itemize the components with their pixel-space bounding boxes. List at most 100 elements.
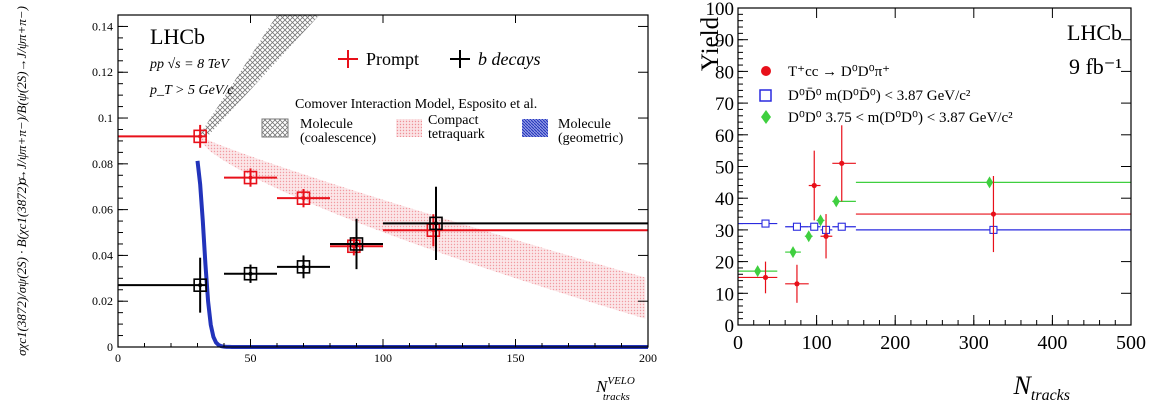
x-axis-label: NVELO tracks (595, 375, 635, 403)
y-tick-label: 0.06 (92, 203, 113, 217)
legend-marker-tcc (761, 66, 771, 76)
chart-chi-c1-ratio: 0 50 100 150 200 0 0.02 0.04 0.06 0.08 0.1 0.12 0.14… (14, 6, 657, 403)
legend-label-tetraquark: Compact tetraquark (428, 113, 485, 142)
data-point-center (248, 271, 253, 276)
x-tick-label: 200 (880, 332, 910, 354)
experiment-label: LHCb (150, 24, 205, 49)
data-point-center (351, 244, 356, 249)
band-molecule-geometric (195, 160, 648, 349)
data-point (429, 216, 443, 231)
data-point (761, 219, 770, 228)
y-axis-label-main: σχc1(3872)/σψ(2S) · B(χc1(3872)→J/ψπ+π−)… (14, 6, 29, 356)
legend-marker-b-decays (450, 50, 470, 68)
data-point (810, 222, 819, 231)
data-point (817, 214, 825, 227)
data-series (118, 124, 648, 313)
y-tick-label: 10 (715, 284, 734, 305)
y-tick-label: 60 (715, 126, 734, 147)
plot-frame (117, 14, 649, 348)
band-compact-tetraquark (200, 136, 646, 319)
data-point (296, 191, 311, 205)
y-tick-label: 0.12 (92, 65, 113, 79)
data-point-center (354, 241, 359, 246)
condition-pt: p_T > 5 GeV/c (149, 83, 234, 98)
legend-marker-prompt (338, 50, 358, 68)
y-tick-label: 50 (715, 158, 734, 179)
data-point (347, 239, 361, 254)
data-point-center (301, 264, 306, 269)
chart-tcc-yield: 0 100 200 300 400 500 0 10 20 30 40 50 60 70 80 90 100 L… (697, 0, 1146, 404)
y-tick-label: 80 (715, 62, 734, 83)
axis-ticks: 0 50 100 150 200 0 0.02 0.04 0.06 0.08 0.1 0.12 0.14 (92, 15, 657, 365)
y-tick-label: 70 (715, 94, 734, 115)
y-tick-label: 0.02 (92, 294, 113, 308)
experiment-label: LHCb (1067, 20, 1122, 45)
y-tick-label: 20 (715, 253, 734, 274)
y-tick-label: 0.14 (92, 19, 113, 33)
data-point (792, 222, 802, 231)
legend-marker-d0d0bar (759, 89, 772, 102)
data-point (243, 170, 258, 185)
legend-marker-d0d0 (761, 110, 771, 124)
data-point-center (301, 196, 306, 201)
y-tick-label: 0.1 (98, 111, 113, 125)
data-point (296, 260, 311, 274)
data-point (823, 233, 829, 239)
model-bands (195, 15, 648, 349)
legend-label-tcc: T⁺cc → D⁰D⁰π⁺ (788, 64, 890, 80)
x-axis-label: Ntracks (1013, 371, 1070, 404)
legend-label-d0d0: D⁰D⁰ 3.75 < m(D⁰D⁰) < 3.87 GeV/c² (788, 110, 1013, 126)
x-tick-label: 400 (1037, 332, 1067, 354)
y-tick-label: 0 (725, 316, 735, 337)
x-tick-label: 100 (802, 332, 832, 354)
x-tick-label: 500 (1116, 332, 1146, 354)
data-point-center (248, 175, 253, 180)
x-tick-label: 0 (733, 332, 743, 354)
y-tick-label: 30 (715, 221, 734, 242)
model-title: Comover Interaction Model, Esposito et a… (295, 97, 537, 112)
data-point (805, 230, 813, 243)
data-point (837, 222, 846, 231)
legend-swatch-coalescence (261, 118, 289, 138)
condition-energy: pp √s = 8 TeV (149, 57, 230, 72)
y-tick-label: 40 (715, 189, 734, 210)
legend-label-prompt: Prompt (366, 49, 419, 69)
y-axis-label: σ (15, 176, 30, 184)
data-point (349, 237, 364, 251)
data-point-center (434, 221, 438, 226)
legend: Prompt b decays Comover Interaction Mode… (261, 49, 624, 146)
y-axis-label: Yield (697, 16, 724, 71)
data-point (794, 281, 800, 287)
lumi-label: 9 fb⁻¹ (1069, 54, 1122, 79)
legend-label-d0d0bar: D⁰D̄⁰ m(D⁰D̄⁰) < 3.87 GeV/c² (788, 88, 971, 104)
y-tick-label: 0 (107, 340, 113, 354)
plot-frame (737, 7, 1132, 326)
x-tick-label: 100 (374, 351, 392, 365)
data-point (193, 278, 207, 292)
x-tick-label: 0 (115, 351, 121, 365)
data-point (789, 246, 797, 259)
data-series (738, 125, 1131, 303)
axis-ticks: 0 100 200 300 400 500 0 10 20 30 40 50 60 70 80 90 100 (706, 0, 1147, 354)
y-tick-label: 100 (706, 0, 735, 20)
data-point (193, 129, 207, 144)
data-point (811, 182, 817, 189)
y-tick-label: 0.08 (92, 157, 113, 171)
y-label-text: σχc1(3872)/σψ(2S) · B(χc1(3872)→J/ψπ+π−)… (14, 6, 29, 356)
data-point (754, 265, 762, 278)
data-point (243, 266, 258, 281)
legend: T⁺cc → D⁰D⁰π⁺ D⁰D̄⁰ m(D⁰D̄⁰) < 3.87 GeV/… (759, 64, 1013, 126)
x-tick-label: 300 (959, 332, 989, 354)
band-molecule-coalescence (200, 15, 320, 139)
x-tick-label: 50 (245, 351, 257, 365)
data-point (986, 176, 994, 189)
y-tick-label: 0.04 (92, 248, 113, 262)
data-point-center (198, 134, 203, 139)
x-tick-label: 150 (507, 351, 525, 365)
y-tick-label: 90 (715, 31, 734, 52)
data-point (990, 211, 997, 217)
data-point (832, 195, 840, 208)
legend-label-b-decays: b decays (478, 49, 540, 69)
legend-label-coalescence: Molecule (coalescence) (300, 117, 376, 146)
